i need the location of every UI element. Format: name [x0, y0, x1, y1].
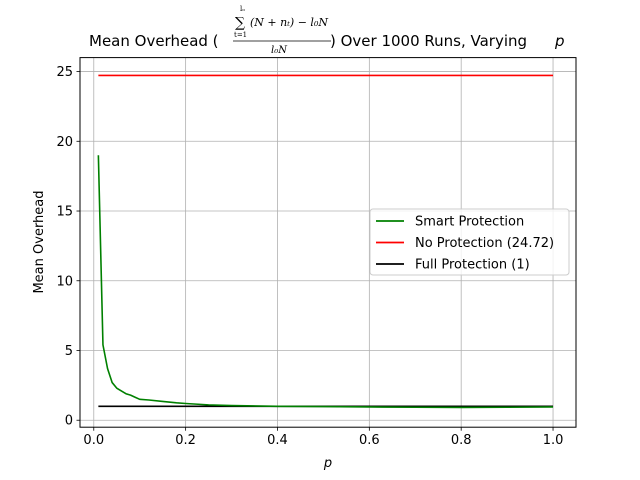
grid	[80, 57, 576, 428]
y-tick-label: 20	[56, 135, 73, 150]
title-sum-upper: lₒ	[240, 5, 245, 13]
title-suffix: ) Over 1000 Runs, Varying	[330, 32, 527, 50]
title-numerator: (N + nₜ) − l₀N	[250, 16, 328, 29]
y-tick-label: 0	[65, 414, 73, 429]
x-tick-label: 0.4	[267, 433, 288, 448]
legend-box	[369, 208, 570, 276]
x-tick-label: 0.8	[451, 433, 472, 448]
x-tick-label: 1.0	[543, 433, 564, 448]
plot-frame	[79, 57, 577, 428]
y-tick-label: 25	[56, 65, 73, 80]
title-sum-lower: t=1	[234, 31, 247, 39]
y-tick-label: 5	[65, 344, 73, 359]
y-tick-label: 10	[56, 274, 73, 289]
legend-label-no-protection-24-72: No Protection (24.72)	[415, 236, 554, 251]
legend-label-smart-protection: Smart Protection	[415, 215, 524, 230]
y-tick-label: 15	[56, 205, 73, 220]
legend: Smart Protection No Protection (24.72) Ful…	[369, 208, 570, 276]
title-prefix: Mean Overhead (	[89, 32, 219, 50]
legend-label-full-protection-1: Full Protection (1)	[415, 258, 530, 273]
x-tick-label: 0.0	[83, 433, 104, 448]
series-layer	[97, 74, 554, 409]
chart-title: Mean Overhead ( lₒ ∑ t=1 (N + nₜ) − l₀N …	[89, 5, 565, 56]
title-sum-symbol: ∑	[235, 15, 245, 31]
title-variable: p	[554, 32, 565, 50]
series-line-smart-protection	[97, 155, 554, 409]
y-axis-label: Mean Overhead	[32, 190, 47, 293]
x-tick-label: 0.6	[359, 433, 380, 448]
x-tick-label: 0.2	[175, 433, 196, 448]
title-denominator: l₀N	[271, 45, 288, 56]
x-axis-label: p	[323, 456, 332, 471]
axis-ticks: 0.0 0.2 0.4 0.6 0.8 1.0 0 5 10 15 20 25	[56, 65, 563, 448]
